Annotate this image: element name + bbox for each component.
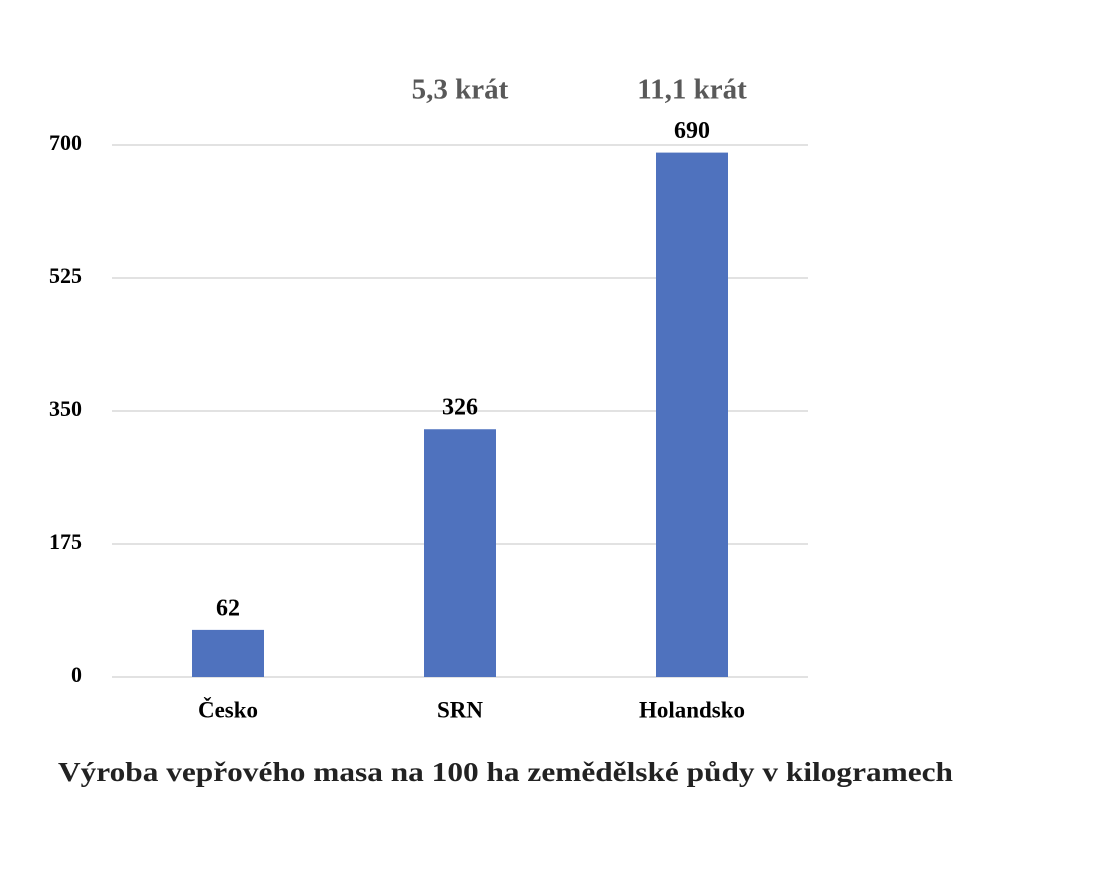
bar [424, 429, 496, 677]
value-label: 62 [216, 595, 240, 621]
value-label: 690 [674, 118, 710, 144]
y-tick-label: 0 [71, 662, 82, 687]
y-tick-label: 700 [49, 130, 82, 155]
y-tick-label: 175 [49, 529, 82, 554]
annotation: 5,3 krát [412, 74, 509, 106]
y-tick-label: 525 [49, 263, 82, 288]
y-tick-label: 350 [49, 396, 82, 421]
value-label: 326 [442, 395, 478, 421]
x-tick-label: Holandsko [639, 697, 745, 722]
chart-title: Výroba vepřového masa na 100 ha zeměděls… [58, 757, 953, 787]
bar [192, 629, 264, 677]
x-tick-label: SRN [437, 697, 483, 722]
bar [656, 152, 728, 678]
x-tick-label: Česko [198, 696, 258, 722]
annotation: 11,1 krát [637, 74, 747, 106]
